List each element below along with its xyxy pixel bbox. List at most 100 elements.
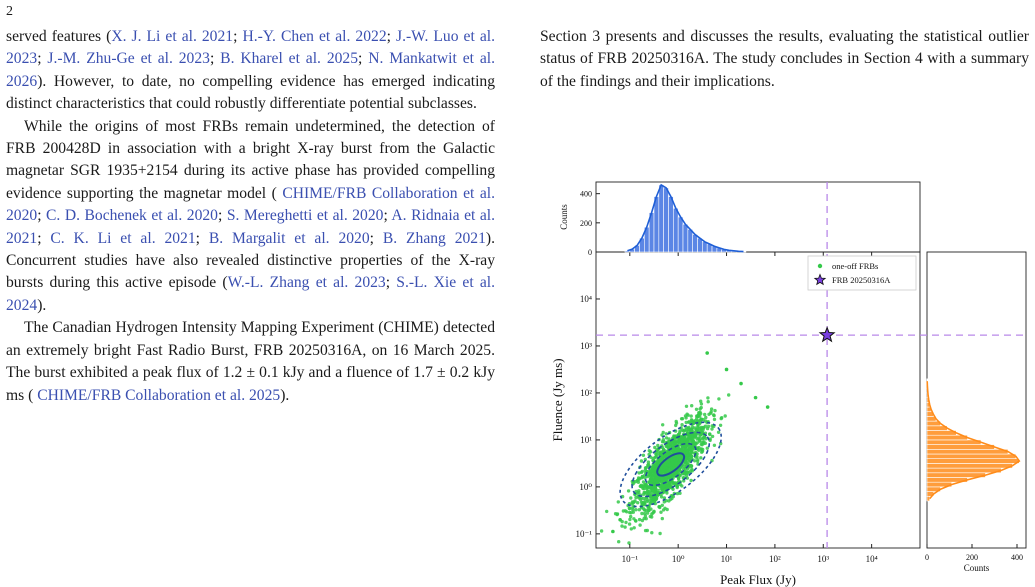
left-paragraph-3: The Canadian Hydrogen Intensity Mapping … (6, 319, 495, 404)
scatter-point (663, 477, 668, 482)
scatter-point (657, 505, 661, 509)
scatter-point (702, 440, 706, 444)
scatter-point (599, 529, 604, 533)
scatter-point (652, 472, 657, 477)
scatter-point (651, 498, 655, 502)
citation-link[interactable]: A. Ridnaia et al. 2021 (6, 207, 496, 247)
scatter-point (657, 479, 661, 483)
citation-link[interactable]: B. Kharel et al. 2025 (220, 50, 359, 68)
scatter-point (636, 480, 641, 484)
citation-link[interactable]: H.-Y. Chen et al. 2022 (242, 28, 387, 45)
right-paragraph-1: Section 3 presents and discusses the res… (540, 28, 1029, 90)
scatter-point (648, 469, 653, 473)
right-hist-bar (926, 439, 982, 445)
top-kde-curve (627, 183, 744, 253)
scatter-point (699, 405, 703, 410)
scatter-point (662, 468, 666, 472)
scatter-point (694, 407, 699, 411)
scatter-point (629, 527, 633, 531)
scatter-point (656, 443, 660, 448)
scatter-point (650, 531, 654, 535)
density-contour (631, 431, 711, 498)
citation-link[interactable]: C. K. Li et al. 2021 (50, 229, 196, 247)
scatter-point (640, 485, 644, 489)
scatter-point (709, 410, 713, 414)
citation-link[interactable]: N. Mankatwit et al. 2026 (6, 50, 496, 90)
scatter-point (616, 500, 620, 504)
scatter-point (650, 476, 654, 480)
scatter-point (687, 420, 691, 424)
scatter-point (611, 529, 615, 534)
scatter-point (699, 417, 704, 422)
scatter-point (658, 458, 662, 462)
scatter-point (688, 469, 693, 473)
citation-link[interactable]: W.-L. Zhang et al. 2023 (227, 274, 386, 292)
scatter-point (705, 351, 709, 355)
right-hist-bar (926, 467, 1002, 474)
y-tick-label: 10⁴ (580, 294, 592, 304)
scatter-point (651, 486, 656, 490)
scatter-point (628, 517, 632, 522)
scatter-point (633, 499, 637, 503)
scatter-point (719, 441, 723, 446)
scatter-point (723, 414, 727, 418)
citation-link[interactable]: J.-M. Zhu-Ge et al. 2023 (47, 50, 210, 68)
citation-link[interactable]: C. D. Bochenek et al. 2020 (46, 207, 218, 225)
legend-label-one-off: one-off FRBs (832, 261, 878, 271)
scatter-point (687, 435, 692, 439)
citation-link[interactable]: S.-L. Xie et al. 2024 (6, 274, 496, 314)
scatter-point (660, 516, 664, 521)
x-tick-label: 10⁴ (866, 554, 878, 564)
top-hist-bar (687, 229, 693, 253)
scatter-point (695, 459, 700, 463)
y-axis-label: Fluence (Jy ms) (550, 358, 565, 441)
scatter-point (661, 423, 665, 427)
scatter-point (684, 471, 689, 476)
x-tick-label: 10¹ (721, 554, 733, 564)
y-tick-label: 10³ (580, 341, 592, 351)
scatter-point (638, 523, 642, 527)
scatter-point (651, 479, 655, 483)
scatter-point (663, 449, 667, 453)
scatter-point (688, 451, 692, 456)
legend-box (807, 255, 917, 291)
scatter-point (710, 434, 715, 439)
x-tick-label: 10⁰ (672, 554, 685, 564)
scatter-point (690, 429, 694, 433)
citation-link[interactable]: X. J. Li et al. 2021 (111, 28, 234, 45)
density-contour (656, 452, 686, 477)
scatter-point (671, 461, 675, 465)
scatter-point (664, 432, 668, 436)
scatter-point (689, 454, 694, 458)
left-column: served features (X. J. Li et al. 2021; H… (6, 26, 495, 407)
scatter-point (718, 423, 723, 427)
x-tick-label: 10² (769, 554, 781, 564)
citation-link[interactable]: S. Mereghetti et al. 2020 (226, 207, 384, 225)
scatter-point (654, 455, 658, 459)
x-tick-label: 10³ (817, 554, 829, 564)
top-hist-bar (692, 234, 698, 253)
scatter-point (644, 491, 648, 495)
scatter-point (685, 450, 689, 455)
y-tick-label: 10⁻¹ (576, 529, 593, 539)
scatter-point (662, 496, 667, 500)
scatter-point (642, 486, 647, 491)
citation-link[interactable]: J.-W. Luo et al. 2023 (6, 28, 495, 68)
citation-link[interactable]: B. Zhang 2021 (382, 229, 486, 247)
citation-link[interactable]: CHIME/FRB Collaboration et al. 2025 (37, 386, 281, 404)
scatter-point (667, 437, 671, 441)
scatter-point (701, 428, 705, 432)
scatter-point (646, 498, 650, 502)
citation-link[interactable]: CHIME/FRB Collaboration et al. 2020 (6, 184, 495, 225)
right-hist-bar (926, 458, 1020, 464)
scatter-point (688, 444, 692, 448)
scatter-point (690, 420, 694, 425)
citation-link[interactable]: B. Margalit et al. 2020 (208, 229, 370, 247)
scatter-point (689, 478, 693, 483)
scatter-point (667, 459, 671, 463)
scatter-point (628, 510, 632, 515)
scatter-point (643, 476, 647, 480)
legend-marker-star (813, 273, 827, 286)
scatter-point (699, 456, 703, 460)
scatter-point (678, 491, 682, 495)
